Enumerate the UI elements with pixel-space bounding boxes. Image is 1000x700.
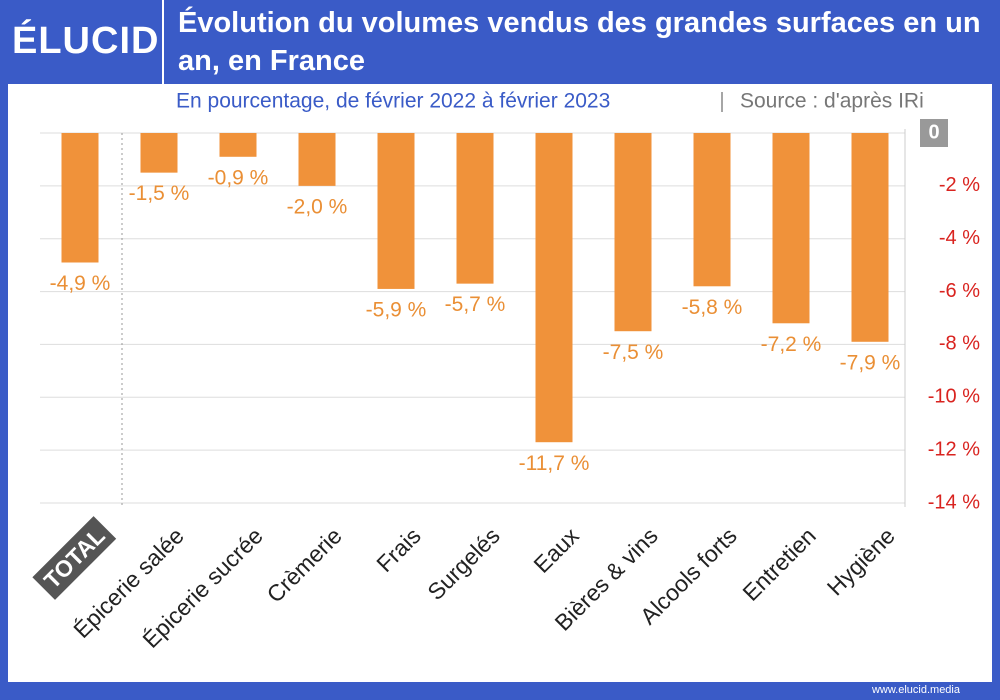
bar: [772, 133, 810, 324]
bar: [456, 133, 494, 284]
value-label: -4,9 %: [50, 272, 111, 295]
bar: [140, 133, 178, 173]
separator: [162, 0, 164, 84]
bar: [851, 133, 889, 342]
y-tick-label: -4 %: [939, 227, 980, 249]
bar: [219, 133, 257, 157]
y-tick-label: -6 %: [939, 280, 980, 302]
y-tick-label: -14 %: [928, 491, 980, 513]
value-label: -5,7 %: [445, 293, 506, 316]
y-tick-label: 0: [928, 121, 939, 143]
subtitle: En pourcentage, de février 2022 à févrie…: [176, 90, 610, 113]
value-label: -7,9 %: [840, 351, 901, 374]
chart-title: Évolution du volumes vendus des grandes …: [178, 7, 981, 77]
panel: [8, 84, 992, 682]
footer: www.elucid.media: [871, 684, 960, 696]
bar: [535, 133, 573, 443]
value-label: -5,8 %: [682, 296, 743, 319]
y-tick-label: -8 %: [939, 333, 980, 355]
value-label: -5,9 %: [366, 298, 427, 321]
bar: [377, 133, 415, 289]
zero-badge: [920, 119, 948, 147]
y-tick-label: -2 %: [939, 174, 980, 196]
value-label: -7,2 %: [761, 333, 822, 356]
value-label: -0,9 %: [208, 166, 269, 189]
chart: En pourcentage, de février 2022 à févrie…: [8, 84, 992, 682]
value-label: -2,0 %: [287, 195, 348, 218]
brand-logo: ÉLUCID: [12, 20, 160, 62]
source: Source : d'après IRi: [740, 90, 924, 113]
bar: [614, 133, 652, 332]
bar: [61, 133, 99, 263]
total-badge: [32, 516, 117, 600]
bar: [693, 133, 731, 287]
value-label: -1,5 %: [129, 182, 190, 205]
y-tick-label: -12 %: [928, 438, 980, 460]
value-label: -11,7 %: [519, 452, 590, 475]
y-tick-label: -10 %: [928, 386, 980, 408]
bar: [298, 133, 336, 186]
value-label: -7,5 %: [603, 341, 664, 364]
